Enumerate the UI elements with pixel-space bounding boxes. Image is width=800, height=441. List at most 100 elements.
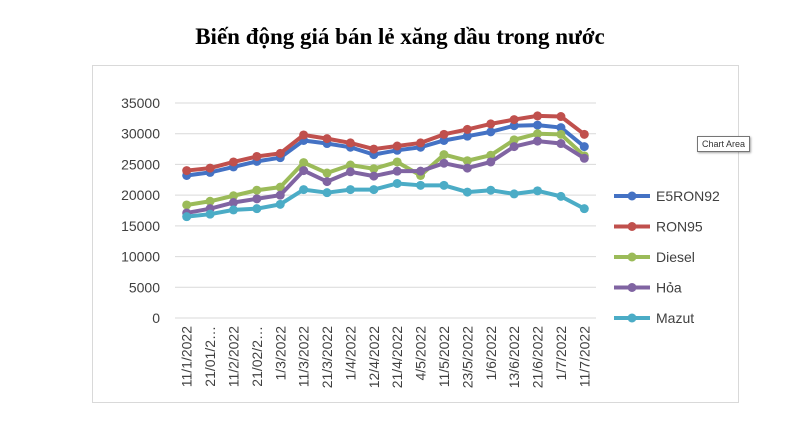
data-point[interactable] [486, 185, 496, 195]
data-point[interactable] [345, 185, 355, 195]
data-point[interactable] [252, 194, 262, 204]
data-point[interactable] [556, 112, 566, 122]
legend-item-diesel[interactable]: Diesel [614, 249, 695, 265]
data-point[interactable] [322, 134, 332, 144]
x-tick-label: 11/3/2022 [296, 326, 312, 387]
series-line[interactable] [186, 123, 586, 178]
data-point[interactable] [182, 212, 192, 222]
data-point[interactable] [439, 180, 449, 190]
data-point[interactable] [228, 198, 238, 208]
data-point[interactable] [462, 187, 472, 197]
data-point[interactable] [345, 138, 355, 148]
data-point[interactable] [509, 142, 519, 152]
series-e5ron92[interactable] [182, 120, 589, 180]
data-point[interactable] [345, 160, 355, 170]
data-point[interactable] [533, 136, 543, 146]
y-tick-label: 35000 [121, 95, 160, 111]
x-tick-label: 21/3/2022 [319, 326, 335, 388]
data-point[interactable] [462, 131, 472, 141]
data-point[interactable] [486, 157, 496, 167]
data-point[interactable] [392, 178, 402, 188]
legend-label: RON95 [656, 219, 703, 235]
x-tick-label: 23/5/2022 [459, 326, 475, 388]
data-point[interactable] [579, 129, 589, 139]
data-point[interactable] [416, 180, 426, 190]
y-tick-label: 15000 [121, 218, 160, 234]
data-point[interactable] [439, 158, 449, 168]
legend-item-e5ron92[interactable]: E5RON92 [614, 188, 720, 204]
series-ron95[interactable] [182, 111, 589, 176]
data-point[interactable] [416, 166, 426, 176]
data-point[interactable] [556, 123, 566, 133]
data-point[interactable] [579, 204, 589, 214]
data-point[interactable] [462, 124, 472, 134]
data-point[interactable] [322, 168, 332, 178]
data-point[interactable] [579, 142, 589, 152]
data-point[interactable] [486, 127, 496, 137]
data-point[interactable] [182, 166, 192, 176]
series-mazut[interactable] [182, 178, 589, 222]
data-point[interactable] [533, 120, 543, 130]
data-point[interactable] [556, 129, 566, 139]
legend-item-mazut[interactable]: Mazut [614, 310, 694, 326]
data-point[interactable] [533, 111, 543, 121]
data-point[interactable] [392, 166, 402, 176]
data-point[interactable] [462, 156, 472, 166]
data-point[interactable] [275, 182, 285, 192]
x-tick-label: 1/6/2022 [483, 326, 499, 381]
data-point[interactable] [416, 138, 426, 148]
x-tick-label: 4/5/2022 [413, 326, 429, 381]
data-point[interactable] [556, 191, 566, 201]
data-point[interactable] [299, 130, 309, 140]
data-point[interactable] [579, 153, 589, 163]
data-point[interactable] [533, 129, 543, 139]
legend-marker [627, 313, 637, 323]
data-point[interactable] [439, 129, 449, 139]
data-point[interactable] [439, 150, 449, 160]
x-tick-label: 21/02/2… [249, 326, 265, 387]
data-point[interactable] [369, 171, 379, 181]
data-point[interactable] [205, 196, 215, 206]
data-point[interactable] [486, 150, 496, 160]
data-point[interactable] [509, 189, 519, 199]
data-point[interactable] [252, 185, 262, 195]
data-point[interactable] [228, 205, 238, 215]
data-point[interactable] [299, 185, 309, 195]
data-point[interactable] [392, 157, 402, 167]
data-point[interactable] [182, 200, 192, 210]
data-point[interactable] [205, 209, 215, 219]
data-point[interactable] [252, 204, 262, 214]
legend-marker [627, 191, 637, 201]
data-point[interactable] [275, 199, 285, 209]
data-point[interactable] [299, 158, 309, 168]
legend-item-ron95[interactable]: RON95 [614, 219, 703, 235]
data-point[interactable] [392, 141, 402, 151]
x-tick-label: 13/6/2022 [506, 326, 522, 388]
data-point[interactable] [462, 163, 472, 173]
data-point[interactable] [509, 115, 519, 125]
data-point[interactable] [299, 166, 309, 176]
x-tick-label: 11/2/2022 [225, 326, 241, 387]
data-point[interactable] [275, 190, 285, 200]
data-point[interactable] [369, 185, 379, 195]
data-point[interactable] [369, 164, 379, 174]
data-point[interactable] [533, 186, 543, 196]
legend-item-hỏa[interactable]: Hỏa [614, 280, 682, 296]
data-point[interactable] [228, 191, 238, 201]
data-point[interactable] [322, 177, 332, 187]
data-point[interactable] [486, 119, 496, 129]
data-point[interactable] [205, 163, 215, 173]
y-tick-label: 20000 [121, 187, 160, 203]
data-point[interactable] [228, 157, 238, 167]
data-point[interactable] [275, 148, 285, 158]
data-point[interactable] [345, 167, 355, 177]
legend-label: E5RON92 [656, 188, 720, 204]
data-point[interactable] [556, 139, 566, 149]
y-tick-label: 10000 [121, 249, 160, 265]
series-diesel[interactable] [182, 129, 589, 210]
data-point[interactable] [369, 144, 379, 154]
data-point[interactable] [509, 135, 519, 145]
chart-area-frame[interactable] [92, 65, 739, 403]
data-point[interactable] [252, 151, 262, 161]
data-point[interactable] [322, 188, 332, 198]
